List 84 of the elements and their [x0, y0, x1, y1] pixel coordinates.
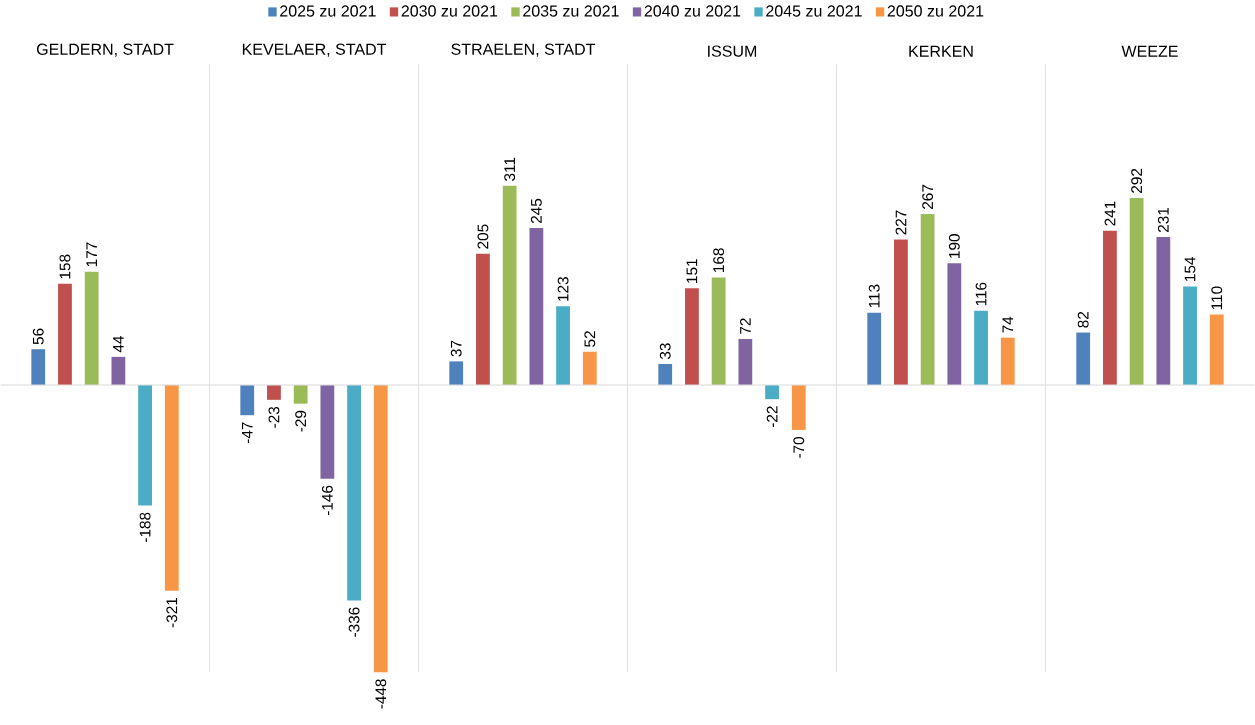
bar: [920, 213, 935, 385]
data-label: 82: [1077, 311, 1089, 328]
legend-label: 2030 zu 2021: [401, 5, 498, 17]
data-label: 227: [895, 210, 907, 235]
bar: [240, 384, 255, 416]
bar: [582, 351, 597, 385]
bar: [1209, 314, 1224, 385]
data-label: -47: [241, 422, 253, 443]
x-tick-label: STRAELEN, STADT: [451, 43, 596, 57]
bar: [894, 239, 908, 385]
data-label: 311: [504, 157, 516, 181]
bar: [31, 349, 46, 385]
data-label: 44: [113, 335, 124, 353]
data-label: -29: [295, 410, 307, 432]
bar: [867, 312, 882, 385]
bar: [164, 384, 179, 591]
bar: [1129, 197, 1144, 385]
data-label: 56: [32, 328, 44, 345]
data-label: 292: [1131, 168, 1143, 193]
data-label: 168: [713, 248, 725, 272]
bar: [765, 384, 779, 400]
data-label: 205: [477, 224, 489, 249]
data-label: 267: [922, 184, 934, 209]
x-tick-label: KEVELAER, STADT: [242, 43, 387, 57]
x-tick-label: ISSUM: [708, 45, 757, 57]
bar: [1183, 286, 1197, 385]
data-label: 33: [659, 343, 671, 359]
bar: [138, 384, 152, 506]
bar: [84, 271, 99, 385]
data-label: -22: [766, 406, 778, 427]
data-label: 245: [530, 198, 542, 223]
bar: [320, 384, 335, 479]
data-label: 231: [1157, 207, 1169, 232]
data-label: 52: [584, 331, 596, 347]
data-label: -321: [166, 597, 178, 628]
legend-label: 2050 zu 2021: [887, 5, 984, 17]
data-label: 74: [1002, 316, 1014, 333]
bar: [658, 363, 673, 385]
data-label: -448: [375, 679, 387, 709]
bar: [1103, 230, 1117, 385]
bar: [373, 384, 388, 672]
legend-label: 2035 zu 2021: [523, 5, 619, 17]
data-label: 113: [868, 284, 880, 308]
bar: [791, 384, 806, 430]
bar: [1076, 332, 1091, 385]
bar: [1000, 337, 1015, 385]
data-label: 116: [975, 282, 987, 306]
x-tick-label: KERKEN: [909, 45, 973, 57]
bar: [947, 263, 962, 385]
bar: [476, 253, 490, 385]
data-label: -336: [348, 607, 360, 637]
data-label: -70: [793, 436, 805, 458]
bar: [974, 310, 988, 385]
data-label: -146: [321, 485, 333, 515]
bar: [58, 283, 72, 385]
bar: [293, 384, 308, 404]
data-label: 72: [739, 318, 751, 334]
bar: [711, 277, 726, 385]
x-tick-label: WEEZE: [1121, 45, 1178, 57]
data-label: 177: [86, 242, 97, 267]
data-label: 241: [1104, 201, 1116, 226]
legend-label: 2025 zu 2021: [280, 5, 376, 17]
bar: [1156, 236, 1171, 385]
data-label: -23: [268, 406, 280, 428]
data-label: 110: [1211, 286, 1223, 309]
data-label: 154: [1184, 256, 1196, 281]
bar: [738, 338, 753, 385]
x-tick-label: GELDERN, STADT: [36, 43, 174, 57]
data-label: 158: [59, 254, 71, 279]
bar: [347, 384, 361, 601]
bar: [111, 356, 126, 385]
data-label: -188: [139, 512, 151, 542]
bar: [529, 227, 544, 385]
legend-label: 2045 zu 2021: [766, 5, 862, 17]
bar: [267, 384, 281, 400]
bar: [685, 288, 699, 385]
data-label: 190: [948, 233, 960, 258]
bar: [449, 361, 464, 385]
bar: [502, 185, 517, 385]
data-label: 151: [686, 259, 698, 283]
bar: [556, 306, 570, 385]
data-label: 37: [450, 340, 462, 357]
data-label: 123: [557, 276, 569, 301]
legend-label: 2040 zu 2021: [644, 5, 741, 17]
